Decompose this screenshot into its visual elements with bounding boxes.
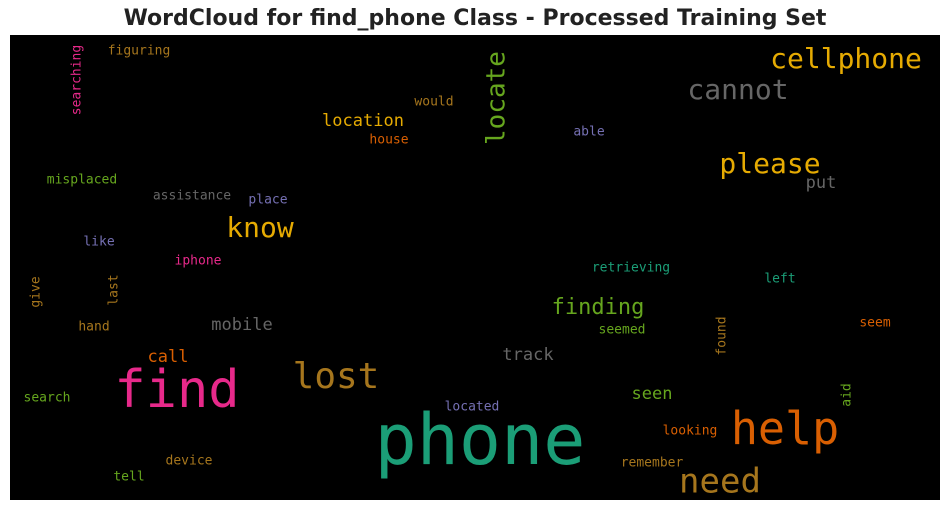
word: mobile bbox=[211, 315, 272, 335]
word: finding bbox=[552, 295, 645, 320]
word: seen bbox=[632, 384, 673, 404]
word: search bbox=[24, 391, 71, 406]
word: hand bbox=[78, 320, 109, 335]
word: track bbox=[502, 345, 553, 365]
word: looking bbox=[663, 424, 718, 439]
word: found bbox=[715, 316, 730, 355]
word: able bbox=[573, 125, 604, 140]
word: help bbox=[731, 402, 839, 455]
word: know bbox=[226, 211, 294, 244]
word: aid bbox=[840, 383, 855, 406]
word: location bbox=[322, 111, 404, 131]
word: last bbox=[107, 274, 122, 305]
word: figuring bbox=[108, 44, 171, 59]
word: device bbox=[166, 454, 213, 469]
word: would bbox=[414, 95, 453, 110]
word: house bbox=[369, 133, 408, 148]
word: phone bbox=[375, 399, 586, 481]
word: seem bbox=[859, 316, 890, 331]
word: please bbox=[719, 147, 820, 180]
word: place bbox=[248, 193, 287, 208]
word: lost bbox=[293, 356, 380, 397]
word: left bbox=[764, 272, 795, 287]
word: assistance bbox=[153, 189, 231, 204]
word: iphone bbox=[175, 254, 222, 269]
word: locate bbox=[482, 51, 512, 145]
chart-title: WordCloud for find_phone Class - Process… bbox=[124, 6, 827, 31]
word: searching bbox=[70, 45, 85, 115]
word: call bbox=[148, 347, 189, 367]
word: located bbox=[445, 400, 500, 415]
word: need bbox=[679, 462, 761, 502]
word: tell bbox=[113, 470, 144, 485]
word: cannot bbox=[687, 73, 788, 106]
word: put bbox=[806, 173, 837, 193]
word: find bbox=[114, 360, 239, 420]
cloud-background bbox=[10, 35, 940, 500]
word: retrieving bbox=[592, 261, 670, 276]
word: cellphone bbox=[770, 42, 922, 75]
word: seemed bbox=[599, 323, 646, 338]
word: like bbox=[83, 235, 114, 250]
word: remember bbox=[621, 456, 684, 471]
word: misplaced bbox=[47, 173, 117, 188]
word: give bbox=[29, 276, 44, 307]
